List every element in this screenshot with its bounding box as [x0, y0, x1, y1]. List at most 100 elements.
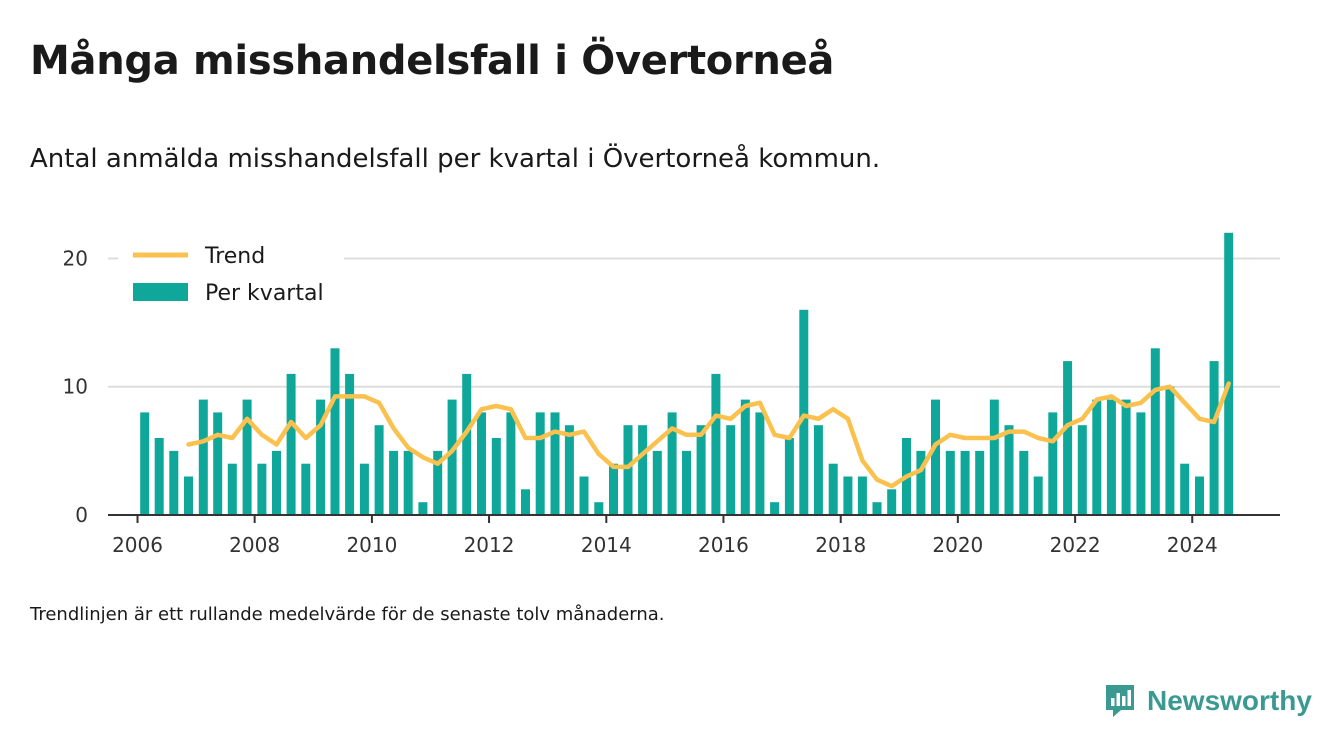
bar-2023-Q1 [1136, 412, 1146, 515]
bar-2007-Q1 [198, 399, 208, 515]
bar-2022-Q1 [1077, 425, 1087, 515]
bar-2021-Q2 [1033, 476, 1043, 515]
bar-2017-Q1 [784, 438, 794, 515]
x-tick-label-2014: 2014 [581, 533, 632, 557]
bar-2008-Q3 [286, 373, 296, 515]
bar-2016-Q1 [726, 425, 736, 515]
bar-2011-Q3 [462, 373, 472, 515]
legend-label-trend: Trend [204, 244, 265, 269]
bar-2006-Q4 [184, 476, 193, 515]
bar-2021-Q4 [1063, 361, 1073, 515]
x-tick-label-2020: 2020 [932, 533, 983, 557]
bar-2014-Q3 [638, 425, 648, 515]
bar-2013-Q1 [550, 412, 560, 515]
bar-2009-Q3 [345, 373, 355, 515]
bar-2013-Q3 [579, 476, 589, 515]
bar-2017-Q2 [799, 309, 809, 515]
bar-2014-Q2 [623, 425, 633, 515]
y-tick-label-20: 20 [63, 246, 88, 270]
bar-2008-Q2 [272, 450, 281, 515]
bar-2014-Q4 [652, 450, 662, 515]
bar-2015-Q3 [696, 425, 706, 515]
bar-2022-Q3 [1106, 399, 1116, 515]
bar-2006-Q1 [140, 412, 150, 515]
bar-2007-Q4 [242, 399, 252, 515]
bar-2010-Q2 [389, 450, 399, 515]
footnote: Trendlinjen är ett rullande medelvärde f… [30, 604, 665, 625]
bar-2020-Q3 [989, 399, 999, 515]
bar-2018-Q1 [843, 476, 853, 515]
brand-name: Newsworthy [1147, 685, 1312, 716]
bar-2024-Q2 [1209, 361, 1219, 515]
bar-2009-Q2 [330, 348, 340, 515]
x-tick-label-2010: 2010 [346, 533, 397, 557]
bar-2011-Q2 [447, 399, 457, 515]
x-tick-label-2022: 2022 [1050, 533, 1101, 557]
bar-2019-Q4 [945, 450, 955, 515]
bar-2019-Q2 [916, 450, 926, 515]
legend-label-per-kvartal: Per kvartal [205, 281, 324, 306]
bar-2015-Q4 [711, 373, 721, 515]
trend-series [186, 381, 1231, 489]
bar-2012-Q3 [521, 489, 530, 515]
bar-2017-Q4 [828, 463, 838, 515]
bar-2015-Q1 [667, 412, 677, 515]
newsworthy-logo-icon [1106, 685, 1134, 717]
bar-2024-Q1 [1195, 476, 1204, 515]
bar-2007-Q2 [213, 412, 223, 515]
bar-2013-Q2 [564, 425, 574, 515]
bar-2009-Q1 [316, 399, 326, 515]
bar-2023-Q3 [1165, 386, 1175, 515]
x-tick-label-2024: 2024 [1167, 533, 1218, 557]
bar-2012-Q1 [491, 438, 501, 515]
bar-2016-Q4 [770, 502, 780, 515]
bar-2010-Q4 [418, 502, 428, 515]
bar-2013-Q4 [594, 502, 604, 515]
axes: 0 10 20 2006 2008 2010 2012 2014 2016 2018 2020 202… [63, 246, 1280, 557]
bar-2024-Q3 [1224, 232, 1234, 516]
bar-2022-Q4 [1121, 399, 1131, 515]
bar-2021-Q3 [1048, 412, 1058, 515]
bar-2022-Q2 [1092, 399, 1102, 515]
bar-2009-Q4 [359, 463, 369, 515]
bar-2015-Q2 [682, 450, 691, 515]
trend-line [186, 381, 1231, 489]
bar-2023-Q2 [1150, 348, 1160, 515]
bar-2012-Q2 [506, 412, 516, 515]
x-tick-label-2006: 2006 [112, 533, 163, 557]
brand-logo: Newsworthy [1103, 683, 1312, 719]
legend-swatch-per-kvartal [133, 283, 188, 301]
bar-2018-Q4 [887, 489, 897, 515]
bar-2007-Q3 [227, 463, 237, 515]
bar-2016-Q2 [740, 399, 750, 515]
bar-2020-Q1 [960, 450, 970, 515]
bar-2010-Q3 [403, 450, 413, 515]
chart-title: Många misshandelsfall i Övertorneå [30, 38, 835, 84]
bar-2006-Q3 [169, 450, 179, 515]
bar-2019-Q3 [931, 399, 940, 515]
chart-subtitle: Antal anmälda misshandelsfall per kvarta… [30, 144, 881, 174]
bar-2008-Q4 [301, 463, 311, 515]
bar-2020-Q4 [1004, 425, 1014, 515]
bar-2016-Q3 [755, 412, 765, 515]
bar-series [140, 232, 1234, 516]
bar-2008-Q1 [257, 463, 267, 515]
bar-2012-Q4 [535, 412, 545, 515]
y-tick-label-10: 10 [63, 375, 88, 399]
bar-2020-Q2 [975, 450, 985, 515]
bar-2011-Q1 [433, 450, 443, 515]
bar-2017-Q3 [813, 425, 823, 515]
bar-2011-Q4 [477, 412, 486, 515]
x-tick-label-2016: 2016 [698, 533, 749, 557]
x-tick-label-2012: 2012 [464, 533, 515, 557]
x-tick-label-2018: 2018 [815, 533, 866, 557]
bar-2018-Q2 [857, 476, 867, 515]
bar-2010-Q1 [374, 425, 384, 515]
y-tick-label-0: 0 [75, 503, 88, 527]
x-tick-label-2008: 2008 [229, 533, 280, 557]
bar-2018-Q3 [872, 502, 882, 515]
legend: Trend Per kvartal [118, 234, 344, 310]
bar-2023-Q4 [1180, 463, 1190, 515]
bar-2014-Q1 [609, 463, 618, 515]
